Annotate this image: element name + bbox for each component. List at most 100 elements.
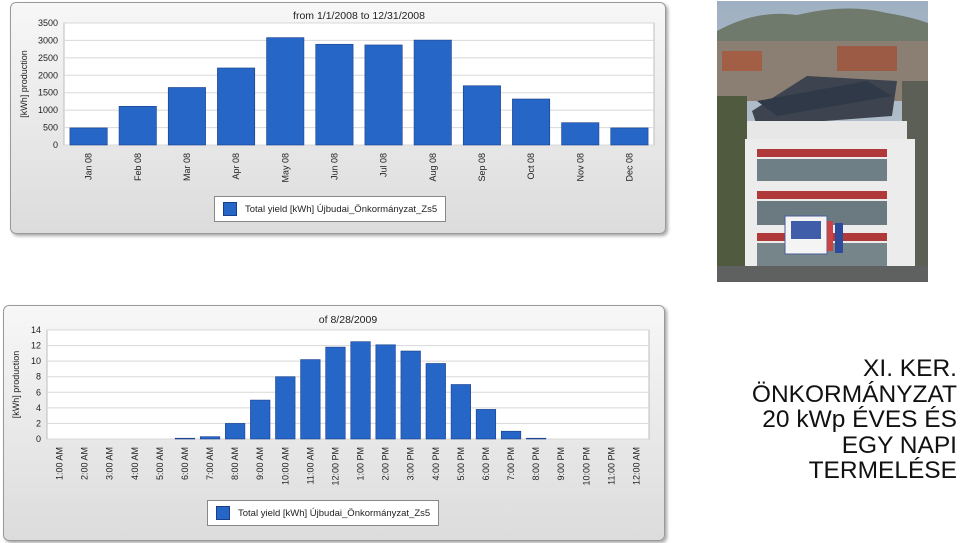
x-tick-label: Apr 08 — [231, 153, 241, 180]
x-tick-label: Aug 08 — [428, 153, 438, 182]
x-tick-label: 5:00 AM — [155, 447, 165, 480]
daily-chart: 0 2 4 6 8 10 12 14 1:00 AM 2:00 AM 3:00 AM 4:00 AM 5… — [11, 314, 650, 486]
y-tick-label: 14 — [31, 325, 41, 335]
chart-title: from 1/1/2008 to 12/31/2008 — [293, 10, 425, 22]
caption: XI. KER. ÖNKORMÁNYZAT 20 kWp ÉVES ÉS EGY… — [752, 356, 957, 484]
bar — [610, 127, 649, 146]
x-tick-label: Jul 08 — [379, 153, 389, 177]
bar — [350, 341, 371, 440]
bar — [174, 437, 196, 440]
bar — [199, 436, 221, 440]
bar — [462, 85, 501, 146]
bar — [69, 127, 108, 146]
y-tick-label: 2 — [36, 418, 41, 428]
y-tick-label: 4 — [36, 403, 41, 413]
x-tick-label: 1:00 PM — [356, 447, 366, 481]
legend-swatch — [223, 202, 237, 216]
bar — [266, 37, 305, 146]
x-tick-label: 9:00 PM — [556, 447, 566, 481]
bar — [400, 350, 421, 440]
y-tick-label: 2500 — [38, 53, 58, 63]
x-tick-label: 8:00 PM — [531, 447, 541, 481]
x-tick-label: Oct 08 — [526, 153, 536, 180]
y-tick-label: 8 — [36, 372, 41, 382]
caption-line-5: TERMELÉSE — [808, 457, 957, 484]
bar — [217, 67, 256, 146]
x-tick-label: Nov 08 — [575, 153, 585, 182]
daily-chart-legend: Total yield [kWh] Újbudai_Önkormányzat_Z… — [207, 500, 440, 526]
bar — [167, 87, 206, 146]
bar — [450, 384, 471, 440]
x-tick-label: 7:00 PM — [506, 447, 516, 481]
bar — [375, 344, 396, 440]
y-tick-label: 500 — [43, 123, 58, 133]
bar — [364, 44, 403, 146]
x-tick-label: Jan 08 — [84, 153, 94, 180]
x-tick-label: 8:00 AM — [230, 447, 240, 480]
x-tick-label: Mar 08 — [182, 153, 192, 181]
x-tick-label: 7:00 AM — [205, 447, 215, 480]
legend-label: Total yield [kWh] Újbudai_Önkormányzat_Z… — [245, 203, 438, 215]
x-tick-label: 11:00 PM — [606, 447, 616, 485]
bar — [325, 346, 346, 440]
bar — [275, 376, 296, 440]
y-tick-label: 2000 — [38, 70, 58, 80]
caption-line-2: ÖNKORMÁNYZAT — [751, 380, 957, 408]
caption-line-4: EGY NAPI — [841, 431, 957, 459]
y-axis-label: [kWh] production — [11, 351, 21, 419]
bar — [475, 409, 497, 440]
bar — [561, 122, 600, 146]
y-axis-label: [kWh] production — [19, 50, 29, 118]
bar — [526, 437, 547, 440]
bar — [512, 98, 551, 146]
x-tick-label: 10:00 PM — [581, 447, 591, 486]
y-tick-label: 0 — [53, 140, 58, 150]
yearly-chart: 0 500 1000 1500 2000 2500 3000 3500 Jan 08 Feb 08… — [19, 10, 655, 183]
x-tick-label: 2:00 PM — [381, 447, 391, 481]
caption-line-3: 20 kWp ÉVES ÉS — [762, 406, 957, 433]
y-tick-label: 0 — [36, 434, 41, 444]
x-tick-label: 10:00 AM — [280, 447, 290, 485]
bar — [425, 363, 446, 440]
bar — [225, 423, 246, 440]
plot-area — [46, 329, 650, 440]
bar — [500, 430, 522, 440]
caption-line-1: XI. KER. — [863, 355, 957, 382]
chart-title: of 8/28/2009 — [319, 314, 378, 326]
y-tick-label: 3000 — [38, 35, 58, 45]
x-tick-label: 1:00 AM — [55, 447, 65, 480]
x-tick-label: 6:00 AM — [180, 447, 190, 480]
legend-label: Total yield [kWh] Újbudai_Önkormányzat_Z… — [238, 507, 431, 519]
x-tick-label: 3:00 PM — [406, 447, 416, 481]
yearly-chart-panel: 0 500 1000 1500 2000 2500 3000 3500 Jan 08 Feb 08… — [10, 2, 666, 234]
bar — [118, 106, 157, 146]
yearly-chart-legend: Total yield [kWh] Újbudai_Önkormányzat_Z… — [214, 196, 447, 222]
x-tick-label: 11:00 AM — [305, 447, 315, 484]
x-tick-label: Dec 08 — [624, 153, 634, 182]
x-tick-label: 12:00 PM — [330, 447, 340, 486]
x-tick-label: Feb 08 — [133, 153, 143, 181]
x-tick-label: May 08 — [280, 153, 290, 183]
x-tick-label: 6:00 PM — [481, 447, 491, 481]
x-tick-label: 9:00 AM — [255, 447, 265, 480]
bar — [300, 359, 321, 440]
legend-swatch — [216, 506, 230, 520]
y-tick-label: 3500 — [38, 18, 58, 28]
plot-area — [63, 22, 655, 146]
building-photo — [717, 1, 928, 282]
x-tick-label: 5:00 PM — [456, 447, 466, 481]
y-tick-label: 1000 — [38, 105, 58, 115]
bar — [413, 39, 452, 146]
x-tick-label: Jun 08 — [329, 153, 339, 180]
y-tick-label: 12 — [31, 341, 41, 351]
daily-chart-panel: 0 2 4 6 8 10 12 14 1:00 AM 2:00 AM 3:00 AM 4:00 AM 5… — [3, 305, 665, 541]
x-tick-label: 2:00 AM — [80, 447, 90, 480]
bar — [315, 43, 354, 146]
x-tick-label: Sep 08 — [477, 153, 487, 182]
x-tick-label: 3:00 AM — [105, 447, 115, 480]
bar — [250, 399, 271, 440]
y-tick-label: 6 — [36, 387, 41, 397]
y-tick-label: 10 — [31, 356, 41, 366]
y-tick-label: 1500 — [38, 88, 58, 98]
x-tick-label: 4:00 PM — [431, 447, 441, 481]
